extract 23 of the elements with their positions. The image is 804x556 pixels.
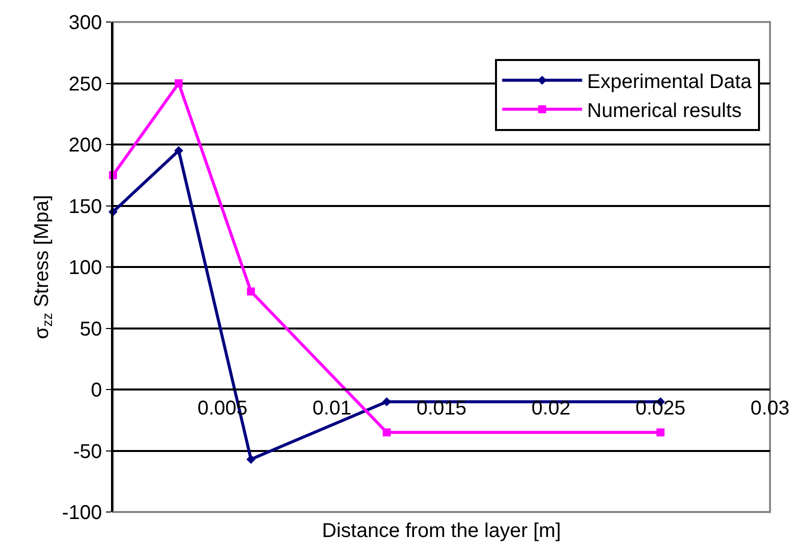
- point: [246, 288, 255, 296]
- y-tick-label: -100: [62, 502, 102, 524]
- point: [246, 454, 256, 464]
- y-tick-label: 150: [68, 196, 102, 218]
- y-tick-label: 100: [68, 257, 102, 279]
- x-tick-label: 0.03: [750, 398, 790, 420]
- legend-label: Experimental Data: [587, 71, 753, 94]
- x-tick-label: 0.01: [312, 398, 352, 420]
- point: [382, 428, 391, 436]
- y-tick-label: 250: [68, 73, 102, 96]
- point: [174, 146, 184, 156]
- x-tick-label: 0.02: [532, 398, 570, 420]
- x-tick-label: 0.025: [635, 398, 686, 420]
- y-tick-label: 0: [90, 380, 102, 402]
- x-tick-label: 0.015: [416, 398, 467, 420]
- point: [656, 428, 664, 436]
- y-tick-label: -50: [73, 440, 102, 463]
- y-tick-label: 50: [80, 318, 102, 340]
- x-axis-title: Distance from the layer [m]: [322, 520, 561, 542]
- y-tick-label: 200: [68, 134, 102, 156]
- y-tick-label: 300: [68, 12, 102, 34]
- legend-label: Numerical results: [587, 100, 742, 122]
- point: [174, 79, 183, 88]
